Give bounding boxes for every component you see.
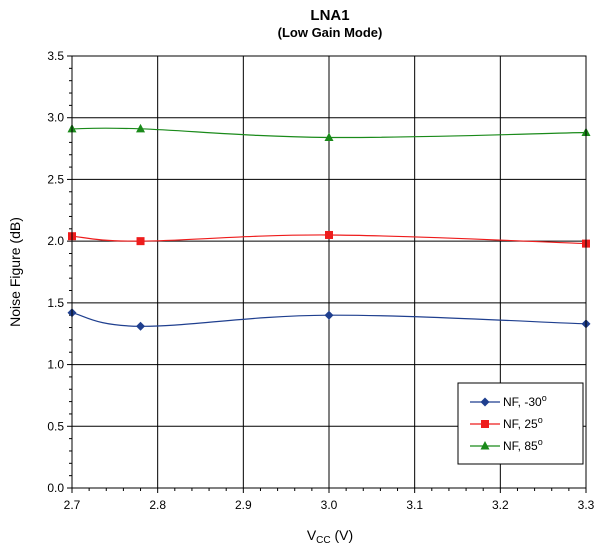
data-point [136,321,146,331]
data-point [136,123,146,133]
x-axis-label-main: V [307,527,317,543]
x-axis-label-unit: (V) [331,527,354,543]
legend-label-text: NF, -30 [503,395,542,409]
legend-item: NF, -30o [470,393,547,409]
y-axis-label: Noise Figure (dB) [7,217,23,327]
x-axis-label: VCC (V) [307,527,353,546]
legend-swatch-marker [480,441,490,450]
x-tick-label: 3.1 [406,498,423,512]
y-tick-label: 3.0 [47,111,64,125]
x-tick-label: 2.8 [149,498,166,512]
legend-label-text: NF, 85 [503,439,538,453]
y-tick-label: 0.0 [47,481,64,495]
y-tick-label: 1.5 [47,296,64,310]
data-point [324,310,334,320]
legend-label: NF, -30o [503,393,547,409]
legend-degree-mark: o [542,393,547,403]
legend-label: NF, 85o [503,437,543,453]
legend-item: NF, 25o [470,415,543,431]
x-tick-label: 2.7 [64,498,81,512]
legend-swatch-marker [480,397,490,407]
y-tick-label: 0.5 [47,419,64,433]
series-line [71,127,587,139]
data-point [324,132,334,141]
series-line [71,312,587,327]
series-line [71,234,587,245]
y-tick-label: 3.5 [47,49,64,63]
legend-label-text: NF, 25 [503,417,538,431]
plot-area [71,55,587,489]
legend-label: NF, 25o [503,415,543,431]
data-point [136,237,145,246]
chart-subtitle: (Low Gain Mode) [278,25,383,40]
x-axis-label-subscript: CC [316,535,330,546]
legend-degree-mark: o [538,437,543,447]
data-point [325,230,333,239]
y-tick-label: 2.0 [47,234,64,248]
x-tick-label: 3.0 [321,498,338,512]
y-tick-label: 2.5 [47,172,64,186]
legend-degree-mark: o [538,415,543,425]
legend-swatch-marker [481,420,489,428]
x-tick-label: 2.9 [235,498,252,512]
x-tick-label: 3.3 [578,498,595,512]
axis-ticks: 0.0 0.5 1.0 1.5 2.0 2.5 3.0 3.5 2.7 2.8 2.9 3.0 3.1 3… [47,49,594,512]
legend-item: NF, 85o [470,437,543,453]
x-tick-label: 3.2 [492,498,509,512]
chart-title: LNA1 [310,7,349,24]
y-tick-label: 1.0 [47,358,64,372]
